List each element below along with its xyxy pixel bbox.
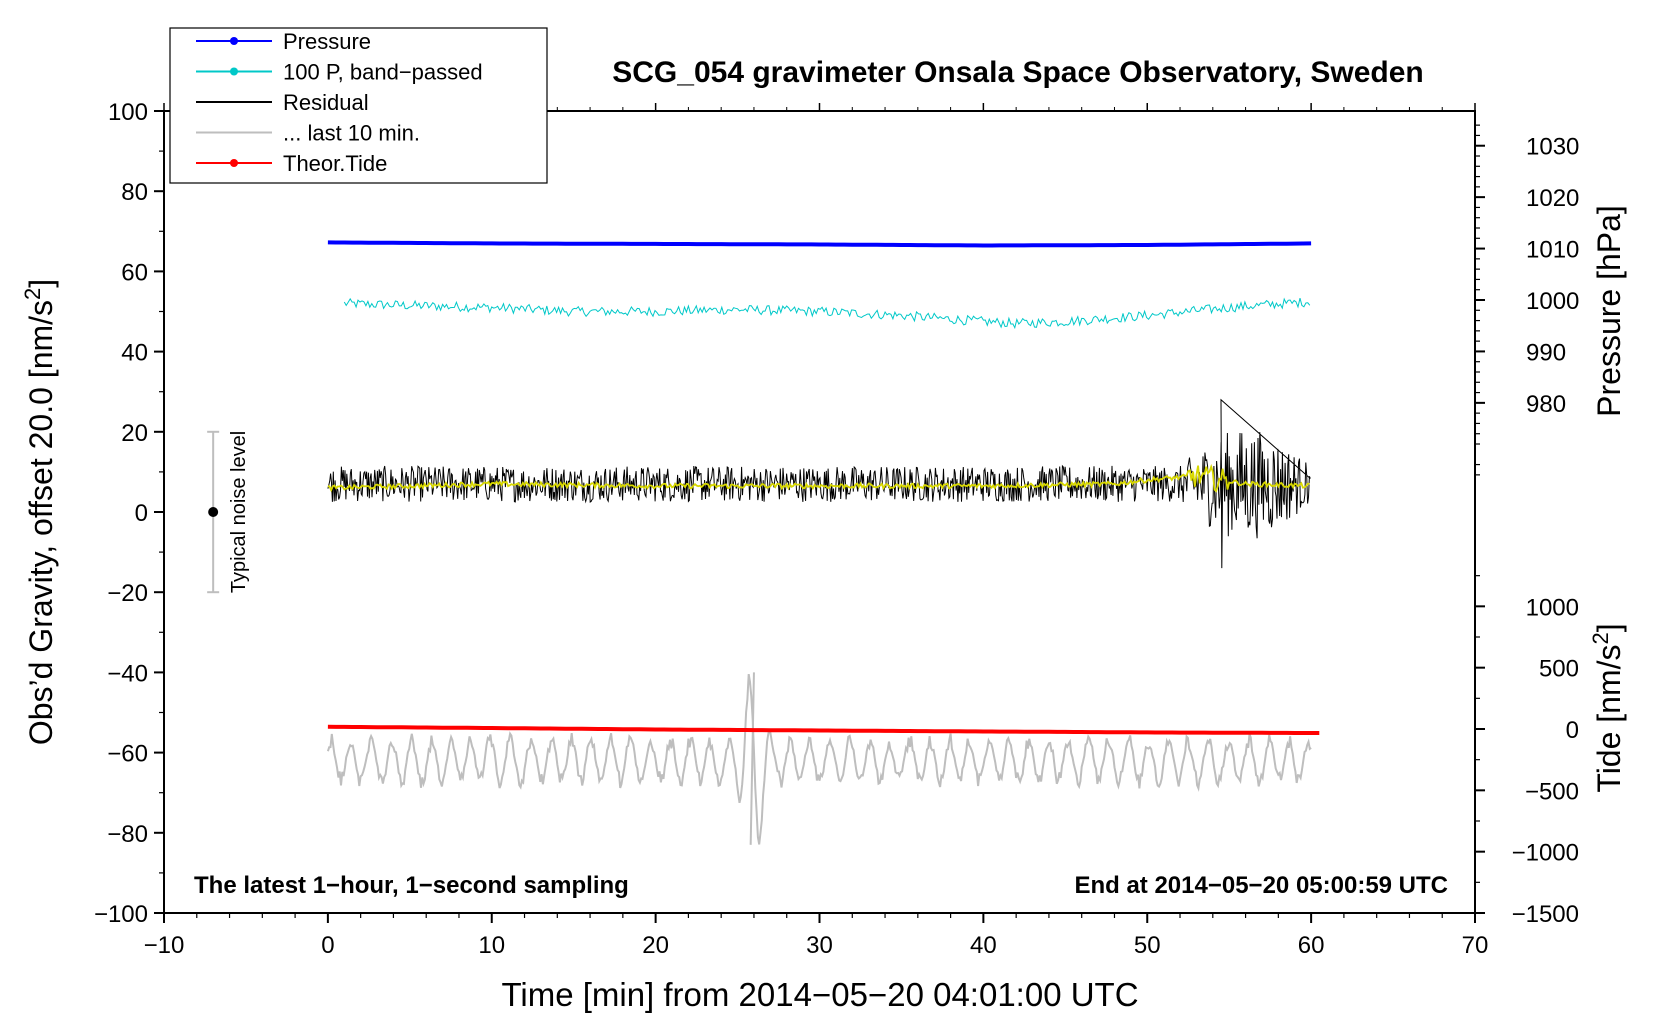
y-axis-label-left: Obs’d Gravity, offset 20.0 [nm/s2] <box>20 279 60 745</box>
tide-tick-label: −1000 <box>1512 840 1579 867</box>
noise-bar-label: Typical noise level <box>228 431 250 593</box>
tide-tick-label: 0 <box>1566 717 1579 744</box>
y-left-tick-label: 20 <box>121 420 148 447</box>
pressure-tick-label: 1020 <box>1526 185 1579 212</box>
y-left-tick-label: 100 <box>108 99 148 126</box>
pressure-tick-label: 1000 <box>1526 288 1579 315</box>
x-tick-label: 0 <box>321 932 334 959</box>
y-left-tick-label: 60 <box>121 259 148 286</box>
legend-label: 100 P, band−passed <box>283 60 483 85</box>
pressure-tick-label: 990 <box>1526 339 1566 366</box>
tide-tick-label: 1000 <box>1526 594 1579 621</box>
y-axis-label-pressure: Pressure [hPa] <box>1591 205 1627 417</box>
noise-bar-center-dot <box>208 507 219 517</box>
y-left-tick-label: 80 <box>121 179 148 206</box>
x-tick-label: 50 <box>1134 932 1161 959</box>
y-left-tick-label: −40 <box>107 660 148 687</box>
legend-swatch-marker <box>230 67 238 76</box>
chart-title: SCG_054 gravimeter Onsala Space Observat… <box>612 56 1424 89</box>
y-axis-label-tide-end: ] <box>1591 623 1627 632</box>
legend-label: ... last 10 min. <box>283 121 420 146</box>
series-pressure-line <box>327 240 1312 248</box>
series-bandpassed-line <box>343 297 1311 330</box>
legend: Pressure 100 P, band−passed Residual ... la… <box>169 27 548 184</box>
x-tick-label: 40 <box>970 932 997 959</box>
x-axis-label: Time [min] from 2014−05−20 04:01:00 UTC <box>501 976 1138 1013</box>
noise-bar-layer: Typical noise level <box>207 430 250 594</box>
x-tick-label: 30 <box>806 932 833 959</box>
legend-label: Theor.Tide <box>283 151 387 176</box>
y-left-tick-label: 40 <box>121 340 148 367</box>
y-left-tick-label: 0 <box>135 500 148 527</box>
y-left-tick-label: −100 <box>94 901 148 928</box>
pressure-tick-label: 1010 <box>1526 237 1579 264</box>
series-last10min-line <box>326 673 1312 845</box>
legend-swatch-marker <box>230 37 238 45</box>
annotation-sampling: The latest 1−hour, 1−second sampling <box>194 872 629 899</box>
pressure-tick-label: 980 <box>1526 391 1566 418</box>
y-axis-label-left-main: Obs’d Gravity, offset 20.0 [nm/s <box>23 300 59 745</box>
series-layer <box>326 240 1320 845</box>
y-left-tick-label: −60 <box>107 741 148 768</box>
y-axis-label-tide-main: Tide [nm/s <box>1591 644 1627 792</box>
x-tick-label: 60 <box>1298 932 1325 959</box>
axis-ticks-layer: −10 0 10 20 30 40 50 60 70−100−80−60−40−20020406… <box>94 99 1579 959</box>
x-tick-label: 70 <box>1462 932 1489 959</box>
y-axis-label-left-end: ] <box>23 279 59 288</box>
annotation-end-time: End at 2014−05−20 05:00:59 UTC <box>1074 872 1448 899</box>
tide-tick-label: −1500 <box>1512 901 1579 928</box>
y-axis-label-left-sup: 2 <box>20 288 45 300</box>
series-residual-smoothed-line <box>327 463 1310 493</box>
legend-swatch-marker <box>230 159 238 167</box>
series-last10min-event <box>749 672 755 845</box>
y-axis-label-tide: Tide [nm/s2] <box>1588 623 1628 792</box>
tide-tick-label: 500 <box>1539 656 1579 683</box>
legend-label: Residual <box>283 90 369 115</box>
x-tick-label: 20 <box>642 932 669 959</box>
y-axis-label-tide-sup: 2 <box>1588 632 1613 644</box>
y-left-tick-label: −80 <box>107 821 148 848</box>
x-tick-label: 10 <box>478 932 505 959</box>
legend-label: Pressure <box>283 29 371 54</box>
y-left-tick-label: −20 <box>107 580 148 607</box>
legend-box <box>169 27 548 184</box>
series-tide-line <box>327 724 1320 735</box>
tide-tick-label: −500 <box>1525 778 1579 805</box>
pressure-tick-label: 1030 <box>1526 134 1579 161</box>
x-tick-label: −10 <box>144 932 185 959</box>
